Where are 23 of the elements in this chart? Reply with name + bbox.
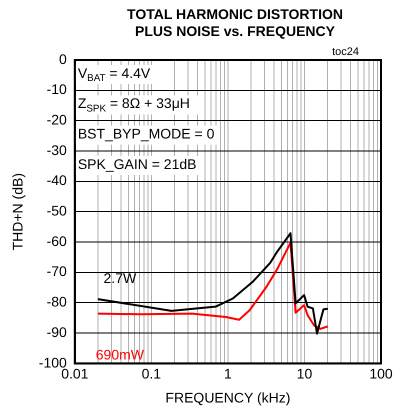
y-tick-label: -100 (38, 354, 68, 370)
series-label: 2.7W (104, 270, 137, 286)
text: toc24 (332, 46, 359, 58)
chart-title: TOTAL HARMONIC DISTORTION PLUS NOISE vs. FREQUENCY (126, 6, 344, 40)
y-tick-label: -10 (46, 81, 68, 98)
x-tick-label: 10 (296, 366, 312, 382)
y-tick-label: -40 (46, 172, 68, 188)
text: 690mW (96, 346, 145, 362)
y-tick-label: -90 (46, 324, 68, 340)
x-axis-title: FREQUENCY (kHz) (165, 389, 290, 406)
y-tick-label: 0 (59, 50, 68, 67)
x-tick-label: 0.1 (142, 366, 162, 382)
y-tick-label: -50 (46, 202, 68, 219)
y-tick-label: -60 (46, 232, 68, 249)
y-tick-label: -70 (46, 263, 68, 280)
y-tick-label: -30 (46, 142, 68, 158)
y-tick-label: -20 (46, 112, 68, 128)
x-tick-label: 1 (224, 366, 232, 382)
annotation: SPK_GAIN = 21dB (78, 156, 197, 172)
annotation: BST_BYP_MODE = 0 (78, 126, 215, 142)
x-tick-label: 100 (369, 366, 393, 382)
y-axis-title: THD+N (dB) (9, 172, 26, 250)
y-tick-label: -80 (46, 294, 68, 310)
